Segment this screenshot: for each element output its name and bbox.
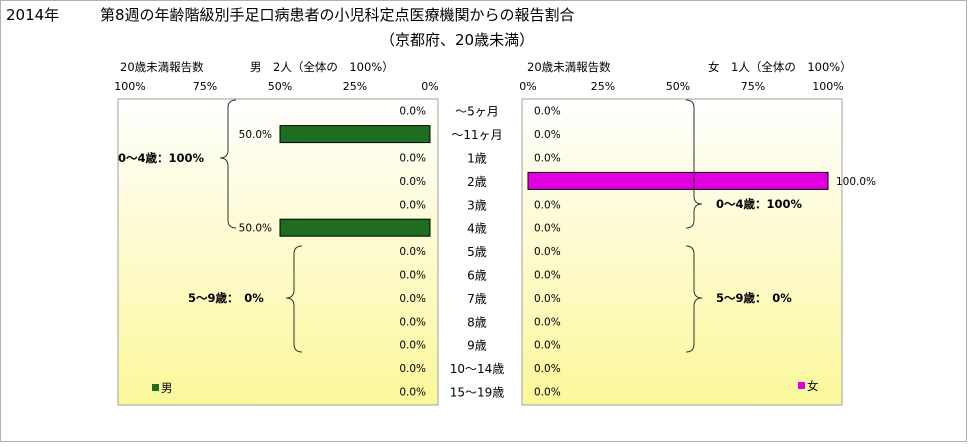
chart-title: 第8週の年齢階級別手足口病患者の小児科定点医療機関からの報告割合 bbox=[100, 6, 575, 24]
female-group-5-9-label: 5～9歳： 0% bbox=[716, 291, 792, 305]
age-category-label: ～5ヶ月 bbox=[455, 105, 499, 119]
male-brace-0-4 bbox=[219, 99, 237, 229]
age-category-label: 3歳 bbox=[467, 198, 487, 212]
male-x-tick-label: 25% bbox=[343, 80, 367, 93]
age-category-label: 5歳 bbox=[467, 245, 487, 259]
male-plot-area bbox=[117, 98, 439, 406]
male-bar bbox=[279, 125, 431, 144]
female-value-label: 0.0% bbox=[534, 106, 561, 118]
age-category-label: 2歳 bbox=[467, 175, 487, 189]
female-x-tick-label: 75% bbox=[741, 80, 765, 93]
female-value-label: 0.0% bbox=[534, 363, 561, 375]
female-value-labels: 0.0% 0.0% 0.0% 100.0% 0.0% 0.0% 0.0% 0.0% 0.0% 0.… bbox=[534, 106, 876, 399]
female-value-label: 0.0% bbox=[534, 246, 561, 258]
male-legend-swatch bbox=[152, 384, 159, 391]
female-value-label: 0.0% bbox=[534, 199, 561, 211]
chart-subtitle: （京都府、20歳未満） bbox=[380, 31, 534, 49]
male-brace-5-9 bbox=[285, 245, 303, 353]
female-plot-area bbox=[521, 98, 843, 406]
male-value-label: 0.0% bbox=[399, 270, 426, 282]
male-value-label: 0.0% bbox=[399, 199, 426, 211]
age-category-label: 10～14歳 bbox=[450, 362, 505, 376]
female-value-label: 0.0% bbox=[534, 387, 561, 399]
male-x-tick-label: 100% bbox=[114, 80, 145, 93]
female-value-label: 0.0% bbox=[534, 270, 561, 282]
female-value-label: 0.0% bbox=[534, 223, 561, 235]
male-value-label: 0.0% bbox=[399, 153, 426, 165]
age-category-label: 4歳 bbox=[467, 222, 487, 236]
male-value-label: 0.0% bbox=[399, 246, 426, 258]
age-category-label: 9歳 bbox=[467, 339, 487, 353]
male-value-label: 0.0% bbox=[399, 340, 426, 352]
female-bar bbox=[527, 171, 829, 190]
female-legend-swatch bbox=[798, 382, 805, 389]
female-x-tick-label: 50% bbox=[666, 80, 690, 93]
age-category-labels: ～5ヶ月 ～11ヶ月 1歳 2歳 3歳 4歳 5歳 6歳 7歳 8歳 9歳 10～14歳 15～19歳 bbox=[450, 105, 505, 400]
right-count-label: 女 1人（全体の 100%） bbox=[708, 60, 852, 74]
male-legend-label: 男 bbox=[161, 381, 173, 395]
age-category-label: 7歳 bbox=[467, 292, 487, 306]
female-x-tick-label: 100% bbox=[812, 80, 843, 93]
male-bar bbox=[279, 218, 431, 237]
female-value-label: 0.0% bbox=[534, 153, 561, 165]
female-x-tick-label: 25% bbox=[591, 80, 615, 93]
female-legend-label: 女 bbox=[807, 379, 819, 393]
male-value-label: 0.0% bbox=[399, 363, 426, 375]
male-value-label: 0.0% bbox=[399, 176, 426, 188]
female-x-ticks: 0% 25% 50% 75% 100% bbox=[519, 80, 843, 93]
female-value-label: 100.0% bbox=[836, 176, 876, 188]
male-value-label: 50.0% bbox=[239, 223, 272, 235]
female-value-label: 0.0% bbox=[534, 316, 561, 328]
female-value-label: 0.0% bbox=[534, 340, 561, 352]
male-value-label: 0.0% bbox=[399, 316, 426, 328]
female-brace-0-4 bbox=[685, 99, 703, 229]
male-x-tick-label: 75% bbox=[193, 80, 217, 93]
male-x-tick-label: 50% bbox=[268, 80, 292, 93]
age-category-label: 6歳 bbox=[467, 269, 487, 283]
male-group-5-9-label: 5～9歳： 0% bbox=[188, 291, 264, 305]
left-panel-header: 20歳未満報告数 bbox=[120, 60, 204, 74]
female-value-label: 0.0% bbox=[534, 293, 561, 305]
male-value-label: 0.0% bbox=[399, 106, 426, 118]
left-count-label: 男 2人（全体の 100%） bbox=[250, 60, 394, 74]
male-bars bbox=[279, 125, 431, 237]
age-category-label: 15～19歳 bbox=[450, 386, 505, 400]
female-bars bbox=[527, 171, 829, 190]
title-year: 2014年 bbox=[6, 6, 59, 24]
age-category-label: 8歳 bbox=[467, 315, 487, 329]
right-panel-header: 20歳未満報告数 bbox=[527, 60, 611, 74]
male-x-tick-label: 0% bbox=[421, 80, 438, 93]
male-x-ticks: 100% 75% 50% 25% 0% bbox=[114, 80, 438, 93]
male-value-label: 0.0% bbox=[399, 293, 426, 305]
female-x-tick-label: 0% bbox=[519, 80, 536, 93]
male-group-0-4-label: 0～4歳：100% bbox=[118, 151, 205, 165]
male-value-label: 50.0% bbox=[239, 129, 272, 141]
male-value-labels: 0.0% 50.0% 0.0% 0.0% 0.0% 50.0% 0.0% 0.0% 0.0% 0.… bbox=[239, 106, 426, 399]
age-category-label: 1歳 bbox=[467, 152, 487, 166]
age-category-label: ～11ヶ月 bbox=[451, 128, 502, 142]
male-value-label: 0.0% bbox=[399, 387, 426, 399]
female-group-0-4-label: 0～4歳：100% bbox=[716, 197, 803, 211]
female-value-label: 0.0% bbox=[534, 129, 561, 141]
female-brace-5-9 bbox=[685, 245, 703, 353]
